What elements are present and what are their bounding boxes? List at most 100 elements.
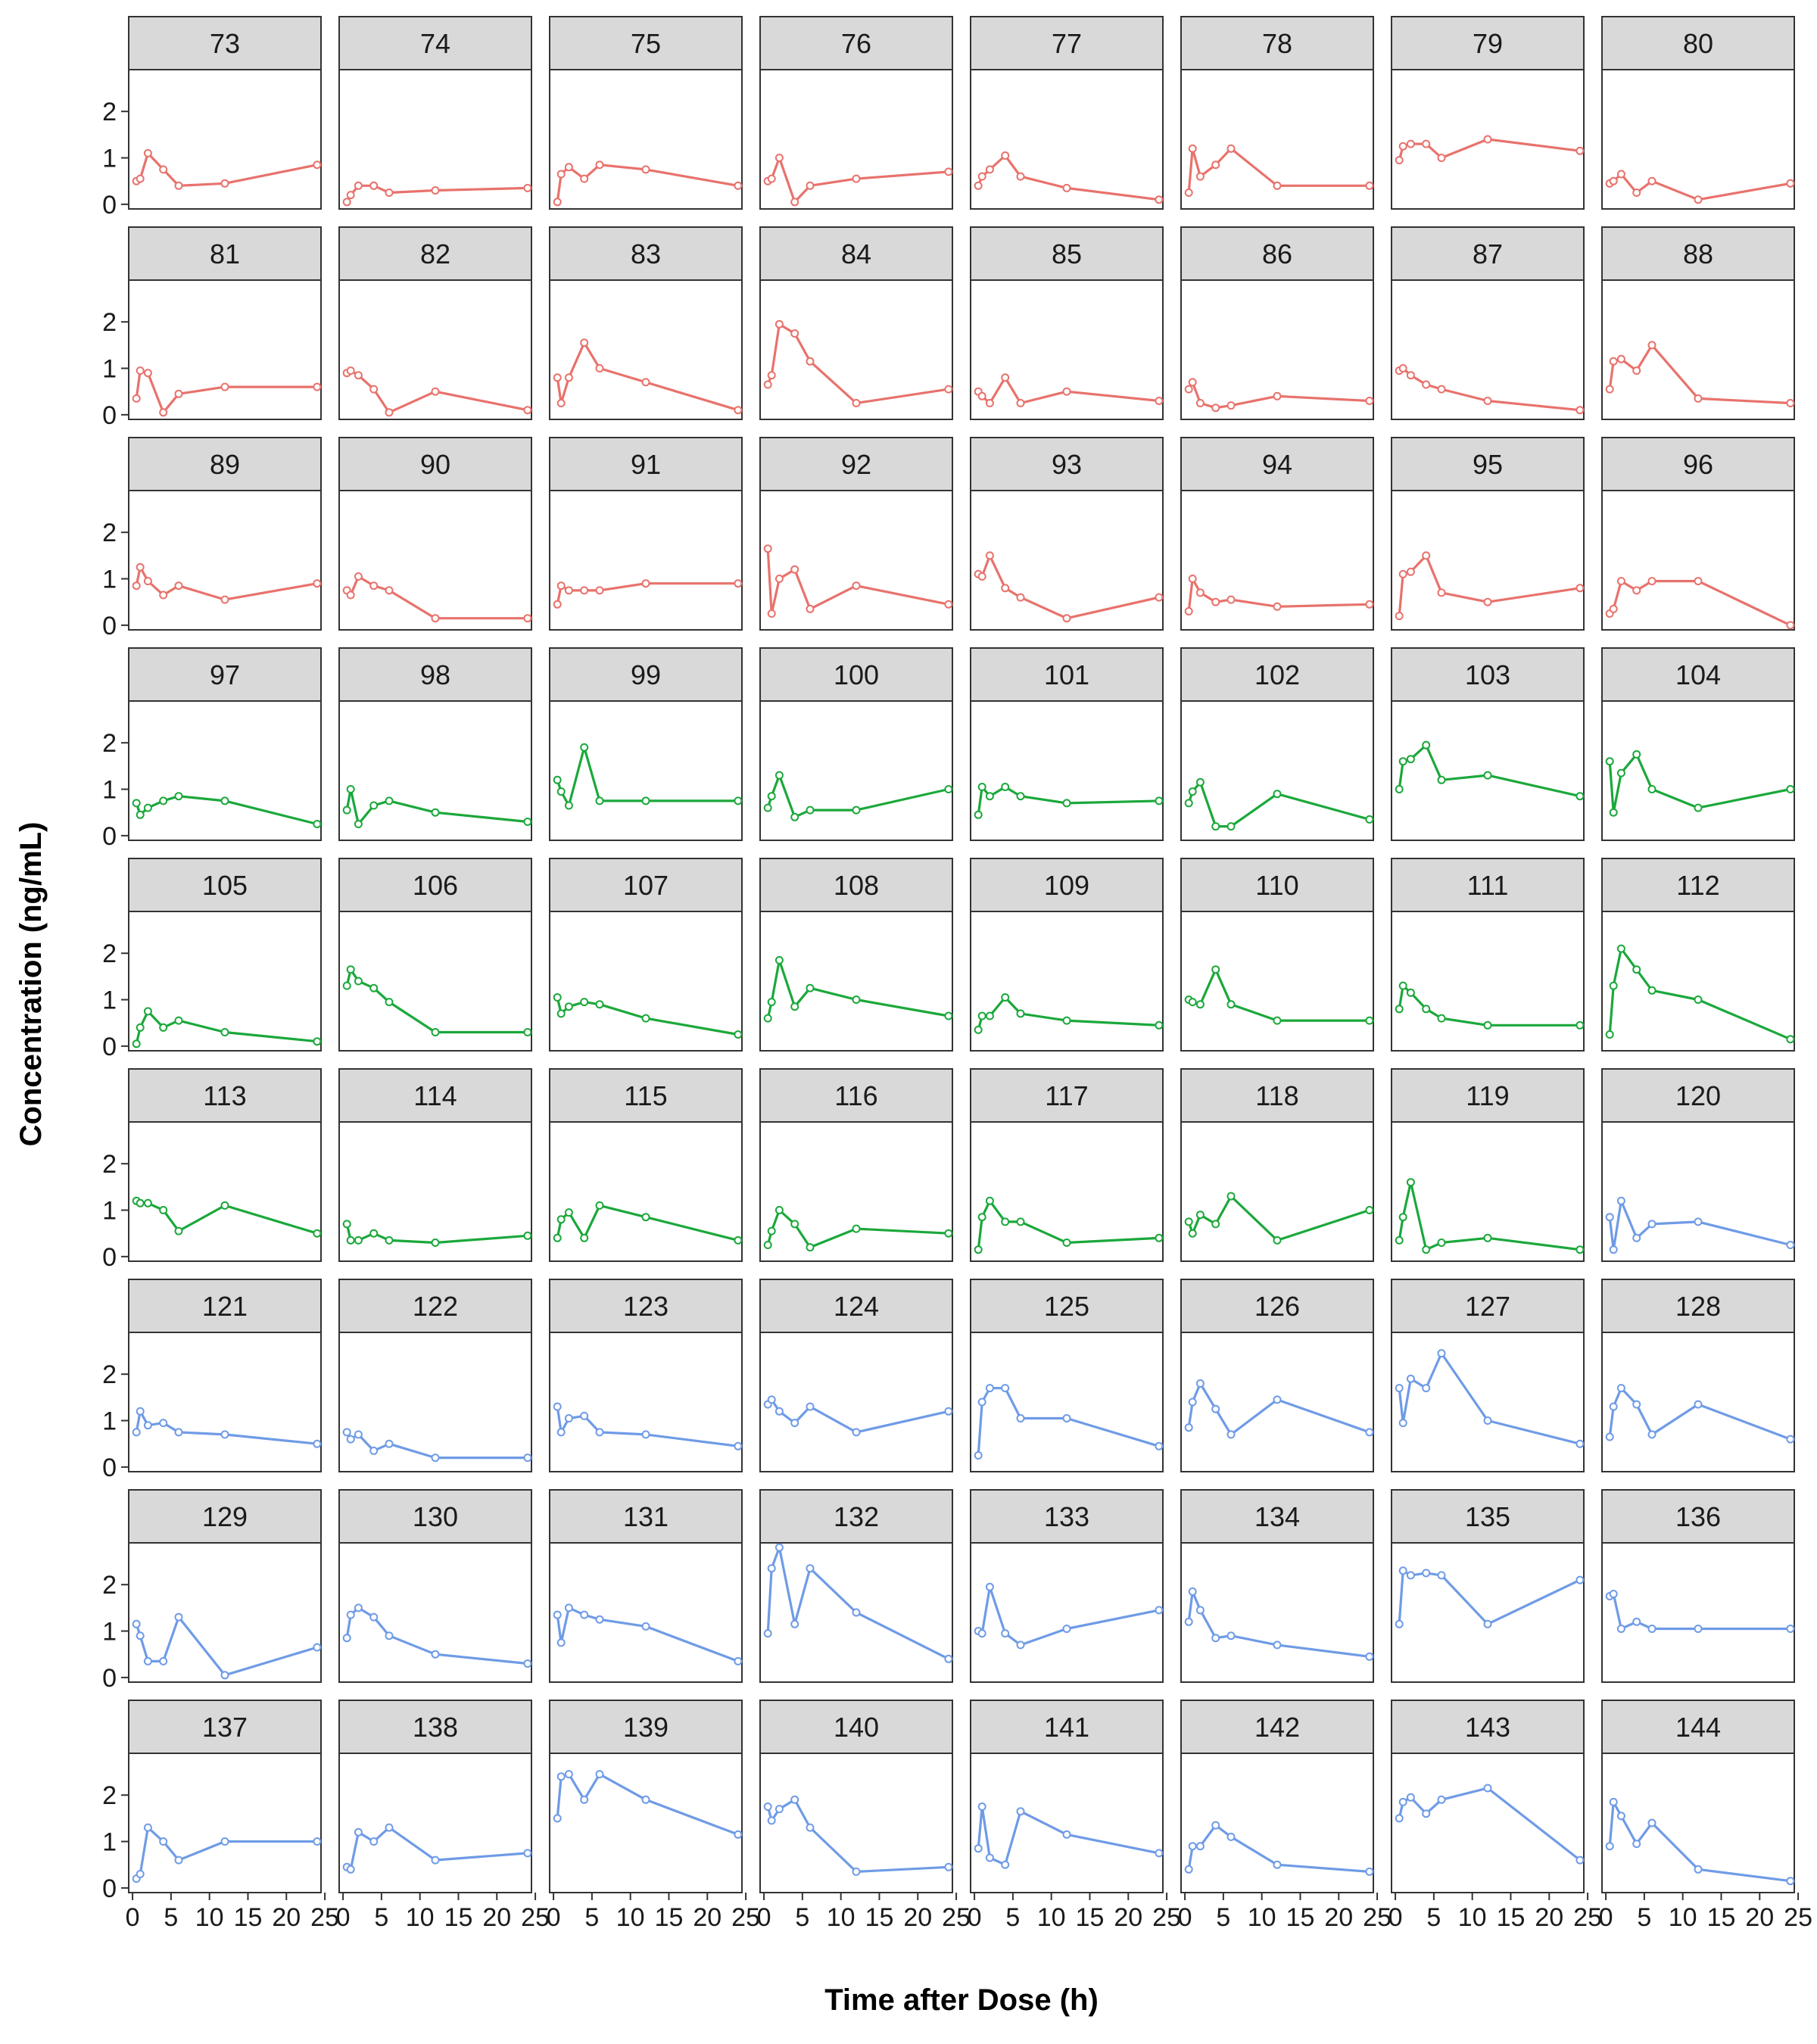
data-point (1016, 399, 1025, 407)
data-point (143, 148, 152, 157)
data-point (385, 586, 394, 595)
facet-strip-label: 111 (1467, 870, 1509, 901)
data-point (1398, 1566, 1407, 1575)
data-point (580, 586, 589, 595)
facet-strip-label: 81 (210, 238, 240, 270)
facet-panel-76: 76 (759, 16, 953, 210)
data-point (553, 993, 562, 1002)
x-tick-label: 15 (1076, 1903, 1105, 1932)
x-tick-label: 20 (272, 1903, 301, 1932)
facet-strip-label: 92 (841, 449, 871, 480)
data-point (1155, 1233, 1164, 1242)
data-point (523, 183, 532, 192)
facet-panel-92: 92 (759, 437, 953, 631)
data-point (806, 805, 815, 815)
y-tick-label: 1 (102, 986, 117, 1015)
data-point (1155, 397, 1164, 405)
plot-area (759, 1332, 953, 1472)
data-point (1609, 1402, 1618, 1411)
data-point (734, 796, 743, 805)
data-point (1616, 1384, 1625, 1393)
data-point (346, 1865, 355, 1874)
data-point (431, 614, 440, 623)
plot-area (338, 1753, 532, 1893)
facet-strip (338, 1279, 532, 1333)
facet-panel-135: 135 (1391, 1489, 1585, 1683)
facet-strip (1180, 1279, 1374, 1333)
facet-panel-137: 137 (128, 1700, 322, 1893)
data-point (806, 1402, 815, 1411)
plot-area (970, 279, 1164, 420)
data-point (369, 983, 379, 992)
facet-strip (549, 1068, 743, 1123)
data-point (774, 1543, 784, 1552)
x-tick-label: 20 (1114, 1903, 1142, 1932)
x-tick-label: 10 (616, 1903, 645, 1932)
data-point (1211, 1634, 1220, 1643)
data-point (431, 186, 440, 195)
facet-panel-132: 132 (759, 1489, 953, 1683)
facet-strip (128, 1279, 322, 1333)
data-point (159, 1206, 168, 1214)
facet-strip-label: 136 (1675, 1501, 1721, 1532)
data-point (734, 1235, 743, 1245)
data-point (1226, 1430, 1236, 1439)
facet-strip-label: 82 (420, 238, 450, 270)
data-point (1062, 183, 1071, 192)
data-point (354, 977, 363, 986)
facet-panel-95: 95 (1391, 437, 1585, 631)
data-point (774, 1805, 784, 1814)
data-point (1211, 1404, 1220, 1413)
data-point (767, 609, 776, 618)
data-point (1155, 1606, 1164, 1615)
facet-panel-118: 118 (1180, 1068, 1374, 1262)
facet-strip (970, 226, 1164, 281)
data-point (143, 369, 152, 378)
data-point (1694, 394, 1703, 403)
data-point (774, 1206, 784, 1214)
plot-area (970, 1121, 1164, 1262)
facet-panel-115: 115 (549, 1068, 743, 1262)
plot-area (549, 279, 743, 420)
plot-area (970, 911, 1164, 1052)
data-point (595, 364, 604, 372)
y-tick-label: 2 (102, 98, 117, 126)
facet-strip-label: 107 (623, 870, 669, 901)
data-point (1437, 1349, 1446, 1358)
data-point (1062, 1625, 1071, 1633)
data-point (734, 406, 743, 415)
data-point (806, 1823, 815, 1832)
facet-panel-101: 101 (970, 647, 1164, 841)
data-point (985, 399, 994, 407)
data-point (346, 590, 355, 600)
facet-strip-label: 96 (1683, 449, 1713, 480)
x-tick-label: 0 (968, 1903, 982, 1932)
plot-area (759, 69, 953, 210)
facet-strip-label: 114 (413, 1080, 457, 1111)
plot-area (128, 1332, 322, 1472)
facet-panel-93: 93 (970, 437, 1164, 631)
plot-area (338, 490, 532, 631)
data-point (369, 581, 379, 590)
data-point (159, 796, 168, 805)
data-point (136, 1023, 145, 1032)
x-tick-label: 0 (1178, 1903, 1192, 1932)
data-point (767, 174, 776, 183)
data-point (346, 1435, 355, 1444)
data-point (1632, 586, 1641, 595)
facet-strip-label: 84 (841, 238, 871, 270)
facet-strip-label: 87 (1473, 238, 1503, 270)
x-tick-label: 0 (547, 1903, 561, 1932)
data-point (556, 1772, 566, 1781)
plot-area (970, 700, 1164, 841)
facet-strip-label: 141 (1044, 1712, 1089, 1743)
x-tick-label: 10 (195, 1903, 224, 1932)
facet-strip-label: 103 (1465, 659, 1510, 690)
facet-strip (759, 226, 953, 281)
data-point (1437, 1014, 1446, 1023)
data-point (1155, 1849, 1164, 1858)
data-point (1395, 1814, 1404, 1823)
data-point (1694, 1865, 1703, 1874)
data-point (1483, 1619, 1492, 1628)
facet-strip-label: 135 (1465, 1501, 1510, 1532)
